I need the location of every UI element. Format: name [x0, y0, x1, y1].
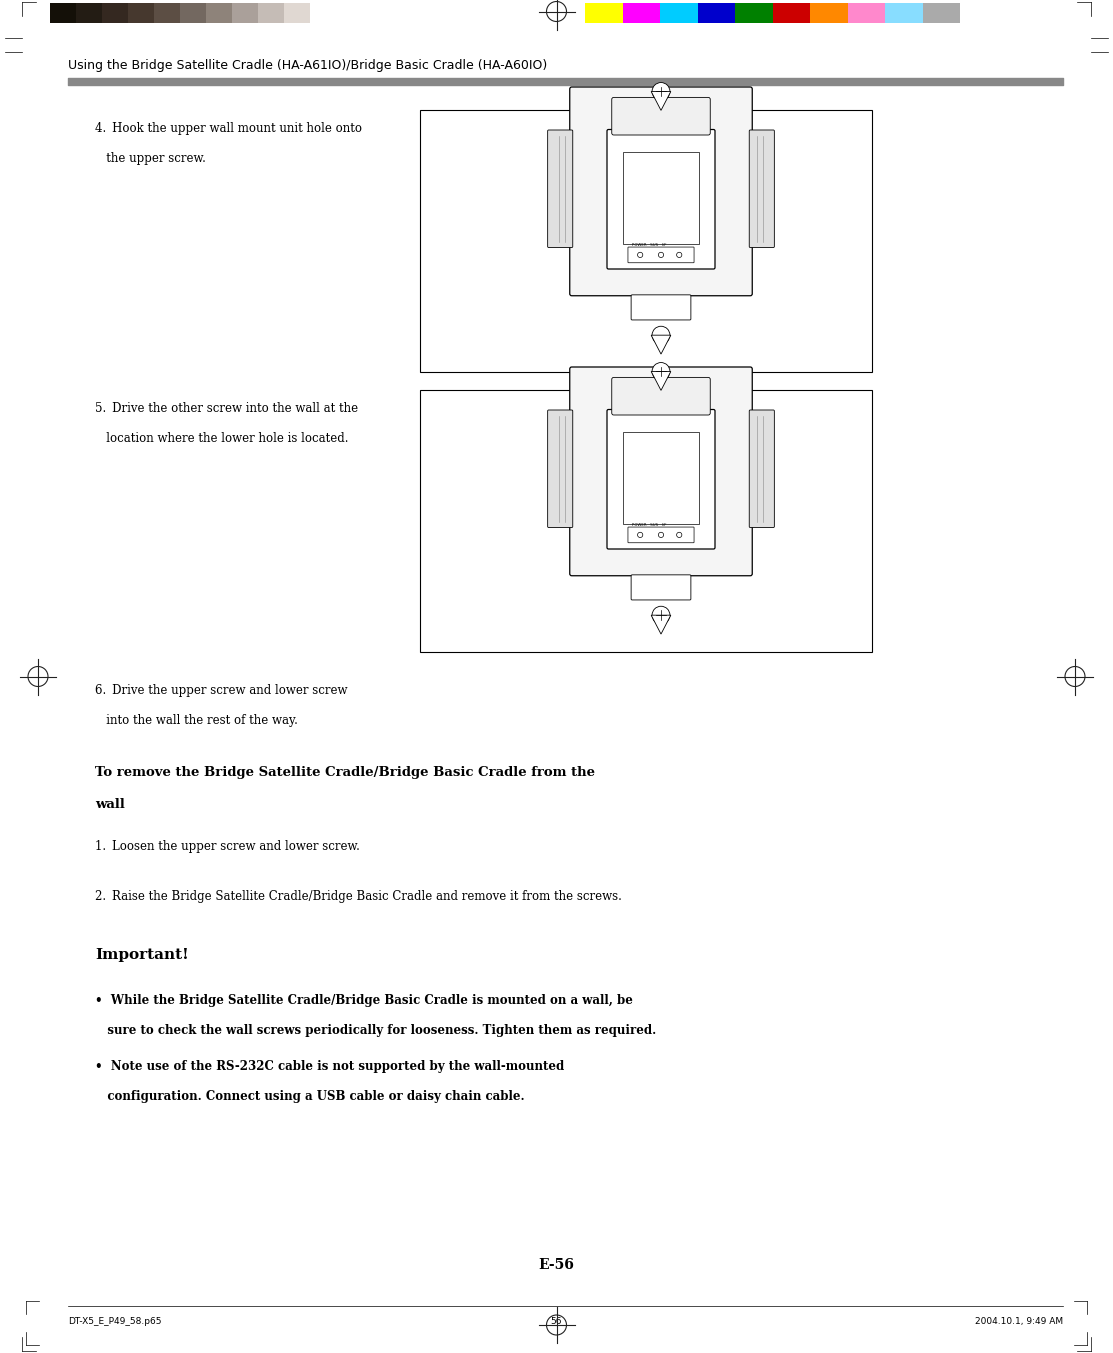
Bar: [76, 3, 102, 23]
Circle shape: [659, 532, 663, 537]
FancyBboxPatch shape: [548, 410, 573, 528]
Bar: [585, 3, 622, 23]
Polygon shape: [651, 616, 671, 635]
Text: 56: 56: [551, 1316, 562, 1326]
Text: •  Note use of the RS-232C cable is not supported by the wall-mounted: • Note use of the RS-232C cable is not s…: [95, 1059, 564, 1073]
Bar: [102, 3, 128, 23]
Circle shape: [638, 532, 643, 537]
Bar: [420, 390, 871, 652]
Bar: [154, 3, 180, 23]
Text: 6. Drive the upper screw and lower screw: 6. Drive the upper screw and lower screw: [95, 685, 347, 697]
Text: DT-X5_E_P49_58.p65: DT-X5_E_P49_58.p65: [68, 1316, 161, 1326]
Bar: [810, 3, 847, 23]
Circle shape: [652, 363, 670, 380]
Bar: [923, 3, 961, 23]
FancyBboxPatch shape: [607, 410, 715, 549]
Text: sure to check the wall screws periodically for looseness. Tighten them as requir: sure to check the wall screws periodical…: [95, 1024, 657, 1036]
Circle shape: [677, 252, 682, 257]
FancyBboxPatch shape: [570, 87, 752, 296]
Text: POWER   SUS   I/F: POWER SUS I/F: [632, 244, 667, 248]
Text: location where the lower hole is located.: location where the lower hole is located…: [95, 432, 348, 445]
Text: into the wall the rest of the way.: into the wall the rest of the way.: [95, 714, 298, 727]
FancyBboxPatch shape: [570, 367, 752, 576]
Text: the upper screw.: the upper screw.: [95, 152, 206, 165]
Circle shape: [677, 532, 682, 537]
Bar: [698, 3, 735, 23]
Circle shape: [652, 326, 670, 344]
Bar: [735, 3, 772, 23]
FancyBboxPatch shape: [628, 528, 695, 543]
Bar: [258, 3, 284, 23]
Text: Using the Bridge Satellite Cradle (HA-A61IO)/Bridge Basic Cradle (HA-A60IO): Using the Bridge Satellite Cradle (HA-A6…: [68, 60, 548, 72]
Bar: [50, 3, 76, 23]
Bar: [232, 3, 258, 23]
FancyBboxPatch shape: [749, 410, 775, 528]
Bar: [128, 3, 154, 23]
Text: wall: wall: [95, 798, 125, 810]
FancyBboxPatch shape: [607, 130, 715, 269]
Bar: [772, 3, 810, 23]
Polygon shape: [651, 336, 671, 354]
FancyBboxPatch shape: [628, 248, 695, 262]
Text: Important!: Important!: [95, 948, 189, 962]
Text: E-56: E-56: [539, 1258, 574, 1272]
Bar: [180, 3, 206, 23]
FancyBboxPatch shape: [612, 377, 710, 415]
Polygon shape: [651, 92, 671, 111]
Bar: [284, 3, 311, 23]
Bar: [206, 3, 232, 23]
Text: 2. Raise the Bridge Satellite Cradle/Bridge Basic Cradle and remove it from the : 2. Raise the Bridge Satellite Cradle/Bri…: [95, 890, 622, 902]
Text: 5. Drive the other screw into the wall at the: 5. Drive the other screw into the wall a…: [95, 402, 358, 415]
Text: To remove the Bridge Satellite Cradle/Bridge Basic Cradle from the: To remove the Bridge Satellite Cradle/Br…: [95, 766, 595, 779]
Text: POWER   SUS   I/F: POWER SUS I/F: [632, 524, 667, 528]
Circle shape: [652, 83, 670, 100]
FancyBboxPatch shape: [612, 97, 710, 135]
Text: •  While the Bridge Satellite Cradle/Bridge Basic Cradle is mounted on a wall, b: • While the Bridge Satellite Cradle/Brid…: [95, 994, 633, 1007]
Bar: [660, 3, 698, 23]
Bar: [847, 3, 885, 23]
Circle shape: [659, 252, 663, 257]
Bar: [622, 3, 660, 23]
Circle shape: [638, 252, 643, 257]
FancyBboxPatch shape: [749, 130, 775, 248]
Circle shape: [652, 606, 670, 624]
Bar: [885, 3, 923, 23]
Text: 4. Hook the upper wall mount unit hole onto: 4. Hook the upper wall mount unit hole o…: [95, 122, 362, 135]
Polygon shape: [651, 372, 671, 391]
Text: 1. Loosen the upper screw and lower screw.: 1. Loosen the upper screw and lower scre…: [95, 840, 359, 852]
FancyBboxPatch shape: [548, 130, 573, 248]
FancyBboxPatch shape: [631, 575, 691, 599]
Bar: [420, 110, 871, 372]
Text: configuration. Connect using a USB cable or daisy chain cable.: configuration. Connect using a USB cable…: [95, 1091, 524, 1103]
Text: 2004.10.1, 9:49 AM: 2004.10.1, 9:49 AM: [975, 1316, 1063, 1326]
Bar: [623, 152, 699, 245]
Bar: [623, 432, 699, 525]
FancyBboxPatch shape: [631, 295, 691, 319]
